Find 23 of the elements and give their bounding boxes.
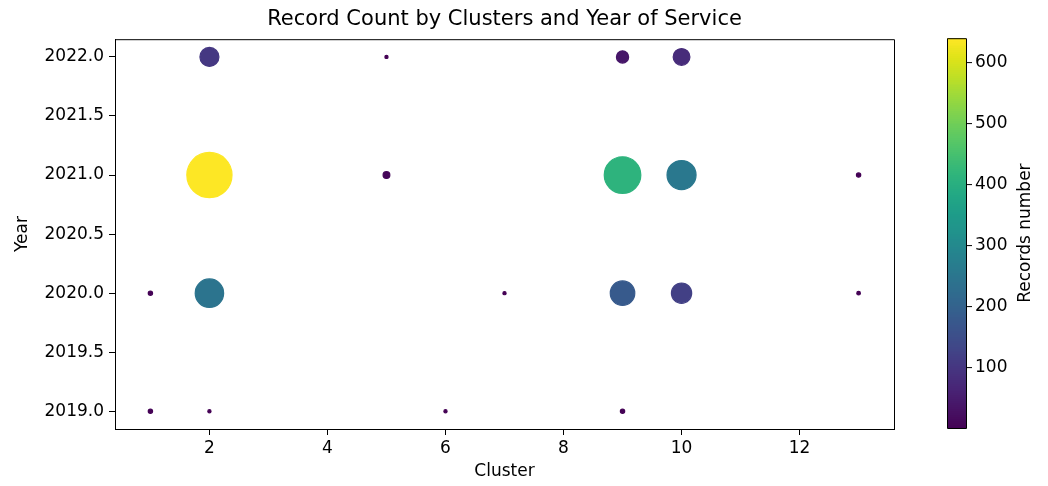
color-bar-title: Records number — [1014, 163, 1035, 303]
color-bar-label: 600 — [975, 51, 1008, 72]
y-tick-label: 2020.0 — [44, 281, 104, 302]
y-tick-label: 2019.0 — [44, 399, 104, 420]
color-bar-label: 100 — [975, 356, 1008, 377]
x-tick-label: 8 — [558, 436, 569, 457]
y-tick-label: 2021.0 — [44, 163, 104, 184]
x-tick-label: 2 — [204, 436, 215, 457]
x-tick-label: 10 — [670, 436, 693, 457]
y-tick-label: 2022.0 — [44, 45, 104, 66]
x-tick-label: 12 — [788, 436, 811, 457]
color-bar-label: 500 — [975, 112, 1008, 133]
x-tick-label: 6 — [440, 436, 451, 457]
x-tick-label: 4 — [322, 436, 333, 457]
color-bar-label: 300 — [975, 234, 1008, 255]
color-bar-label: 200 — [975, 295, 1008, 316]
x-axis-title: Cluster — [474, 460, 535, 481]
y-tick-label: 2019.5 — [44, 340, 104, 361]
y-axis-title: Year — [10, 216, 31, 254]
y-tick-label: 2021.5 — [44, 104, 104, 125]
y-tick-label: 2020.5 — [44, 222, 104, 243]
chart-title: Record Count by Clusters and Year of Service — [267, 6, 742, 31]
color-bar-label: 400 — [975, 173, 1008, 194]
